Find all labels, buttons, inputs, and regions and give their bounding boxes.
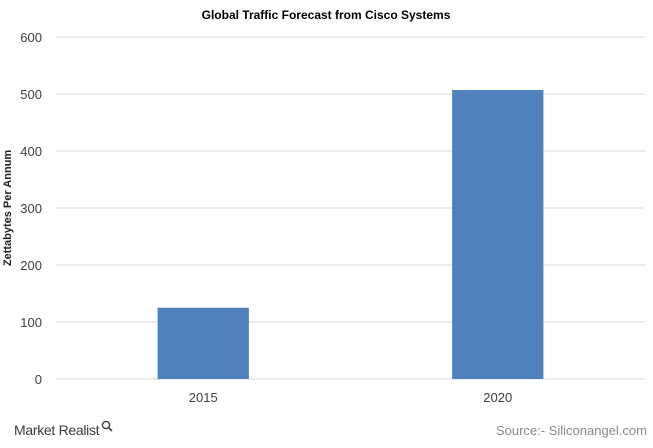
x-tick-label: 2015 — [189, 390, 218, 405]
x-tick-label: 2020 — [483, 390, 512, 405]
magnifier-icon — [101, 420, 113, 432]
bars — [157, 90, 544, 379]
y-tick-label: 500 — [20, 87, 42, 102]
y-tick-label: 0 — [35, 372, 42, 387]
source-note: Source:- Siliconangel.com — [495, 423, 647, 438]
y-tick-label: 200 — [20, 258, 42, 273]
brand-logo: Market Realist — [14, 420, 113, 438]
y-axis-ticks: 0 100 200 300 400 500 600 — [20, 30, 42, 387]
y-tick-label: 400 — [20, 144, 42, 159]
gridlines — [56, 36, 645, 380]
bar-2015 — [157, 307, 249, 379]
y-tick-label: 600 — [20, 30, 42, 45]
y-axis-label: Zettabytes Per Annum — [2, 150, 14, 267]
x-axis-ticks: 2015 2020 — [189, 390, 512, 405]
y-tick-label: 300 — [20, 201, 42, 216]
chart-title: Global Traffic Forecast from Cisco Syste… — [202, 8, 451, 22]
brand-name: Market Realist — [14, 422, 100, 438]
y-tick-label: 100 — [20, 315, 42, 330]
bar-2020 — [452, 90, 544, 379]
